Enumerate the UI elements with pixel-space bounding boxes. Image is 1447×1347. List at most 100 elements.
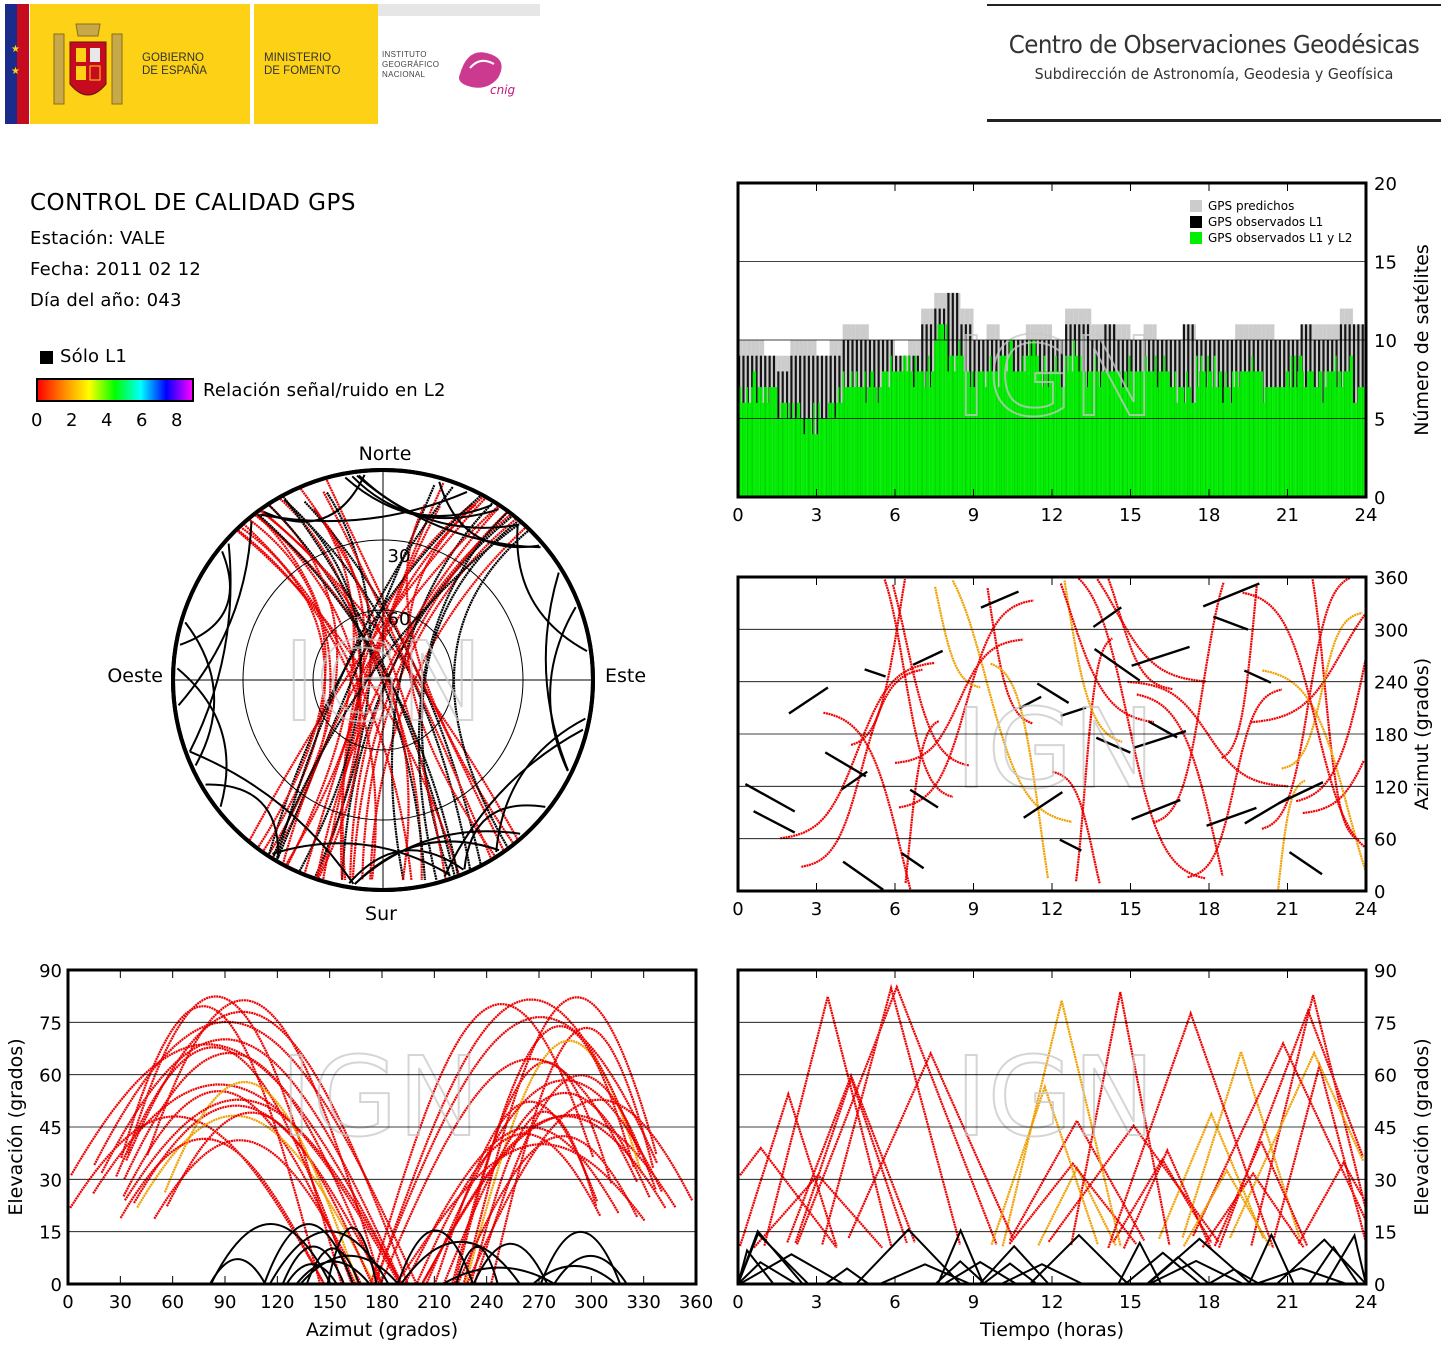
bar-mark xyxy=(1184,402,1187,497)
bar-mark xyxy=(839,402,842,497)
bar-mark xyxy=(988,371,990,497)
bar-mark xyxy=(975,371,977,497)
bar-mark xyxy=(847,387,850,497)
bar-mark xyxy=(1251,355,1254,497)
bar-mark xyxy=(1087,371,1090,497)
sky-track xyxy=(260,490,487,881)
bar-mark xyxy=(1168,371,1170,497)
elaz-xtick-label: 0 xyxy=(62,1292,73,1313)
elt-track xyxy=(1070,991,1171,1246)
bar-mark xyxy=(821,418,824,497)
bar-mark xyxy=(1307,371,1309,497)
bar-mark xyxy=(780,402,783,497)
bar-mark xyxy=(1225,371,1227,497)
bar-mark xyxy=(1200,355,1203,497)
bar-mark xyxy=(875,387,878,497)
sky-l1-track xyxy=(188,543,232,753)
az-l1-track xyxy=(744,783,796,813)
az-l1-track xyxy=(753,810,796,834)
elaz-track xyxy=(453,1025,635,1285)
az-track xyxy=(1250,613,1366,724)
az-track xyxy=(1077,577,1206,880)
bar-mark xyxy=(1086,387,1088,497)
sky-track xyxy=(315,482,523,881)
elaz-track xyxy=(469,1110,598,1285)
elt-ylabel: Elevación (grados) xyxy=(1411,1038,1433,1215)
bar-mark xyxy=(854,387,856,497)
az-track xyxy=(780,661,935,840)
bar-mark xyxy=(1197,387,1200,497)
series-3 xyxy=(738,324,1366,497)
elaz-track xyxy=(456,1135,639,1285)
elt-l1-track xyxy=(1324,1232,1367,1285)
bar-mark xyxy=(1356,402,1358,497)
az-tracks xyxy=(744,576,1367,891)
bar-mark xyxy=(752,371,755,497)
legend-label: GPS observados L1 y L2 xyxy=(1208,231,1352,245)
elaz-track xyxy=(462,996,658,1285)
bar-mark xyxy=(914,355,917,497)
bar-mark xyxy=(1158,371,1160,497)
bar-mark xyxy=(798,402,801,497)
bar-mark xyxy=(1254,371,1257,497)
svg-text:★: ★ xyxy=(11,44,20,55)
bar-mark xyxy=(785,402,788,497)
bar-mark xyxy=(932,371,935,497)
bar-mark xyxy=(1325,387,1327,497)
bar-mark xyxy=(1253,371,1255,497)
elt-ytick-label: 60 xyxy=(1374,1066,1397,1087)
elaz-l1-track xyxy=(400,1240,521,1285)
bar-mark xyxy=(770,387,773,497)
bar-mark xyxy=(1222,402,1224,497)
bar-mark xyxy=(777,418,779,497)
elt-track xyxy=(1182,1168,1271,1247)
bar-mark xyxy=(976,371,979,497)
sky-track xyxy=(303,500,486,881)
bar-mark xyxy=(1140,371,1142,497)
az-xtick-label: 15 xyxy=(1119,899,1142,920)
elt-l1-track xyxy=(1276,1238,1367,1285)
elt-track xyxy=(1201,1171,1305,1248)
bar-mark xyxy=(924,387,927,497)
bar-mark xyxy=(809,418,812,497)
elaz-xtick-label: 120 xyxy=(260,1292,294,1313)
bar-mark xyxy=(1025,355,1028,497)
sat-ytick-label: 0 xyxy=(1374,488,1385,509)
bar-mark xyxy=(746,387,748,497)
bar-mark xyxy=(760,387,763,497)
sky-label-north: Norte xyxy=(359,443,412,465)
az-l1-track xyxy=(1059,838,1082,852)
sky-track xyxy=(193,496,462,881)
bar-mark xyxy=(857,387,860,497)
bar-mark xyxy=(803,355,806,497)
bar-mark xyxy=(1071,371,1074,497)
bar-mark xyxy=(1164,371,1167,497)
bar-mark xyxy=(953,371,956,497)
bar-mark xyxy=(1295,387,1298,497)
bar-mark xyxy=(926,371,928,497)
az-l1-track xyxy=(824,751,867,778)
bar-mark xyxy=(1344,371,1347,497)
sky-track xyxy=(193,497,377,881)
az-track xyxy=(1262,669,1367,872)
elevation-azimuth-chart: IGN 0 30 60 90 120 150 180 210 240 270 300 330 360 0 15… xyxy=(5,961,713,1341)
bar-mark xyxy=(1181,387,1183,497)
elt-track xyxy=(1217,1007,1364,1248)
sky-label-east: Este xyxy=(605,665,646,687)
az-ytick-label: 300 xyxy=(1374,620,1408,641)
bar-mark xyxy=(1045,371,1048,497)
elt-track xyxy=(1297,1160,1363,1245)
bar-mark xyxy=(906,371,909,497)
bar-mark xyxy=(790,418,792,497)
elaz-track xyxy=(92,1083,401,1285)
elaz-track xyxy=(490,1026,655,1285)
bar-mark xyxy=(823,418,825,497)
az-track xyxy=(1261,576,1351,830)
az-l1-track xyxy=(909,788,939,809)
az-track xyxy=(1063,580,1123,743)
bar-mark xyxy=(751,387,753,497)
bar-mark xyxy=(1040,371,1043,497)
sky-track xyxy=(325,479,519,881)
bar-mark xyxy=(1285,371,1288,497)
